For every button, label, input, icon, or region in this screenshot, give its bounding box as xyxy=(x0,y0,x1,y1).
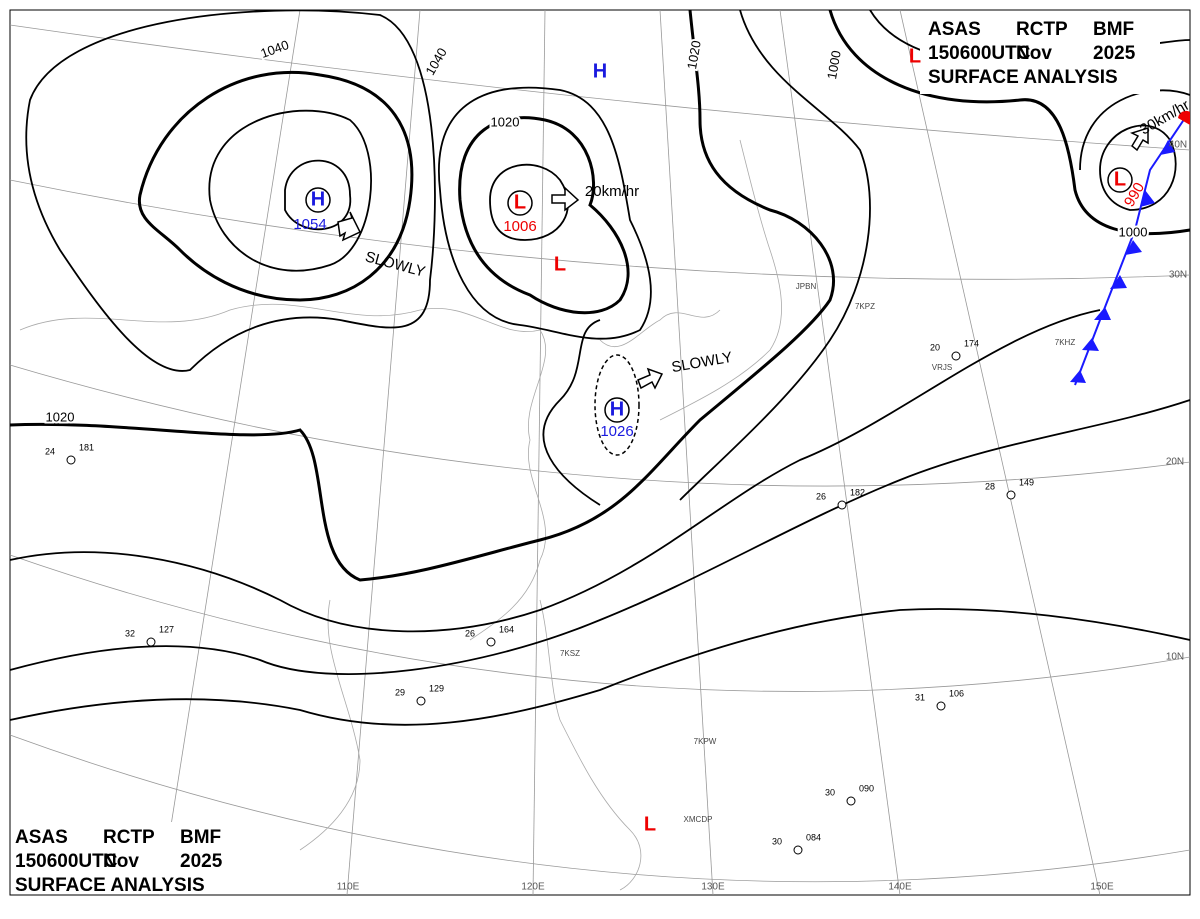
station-id: 7KSZ xyxy=(560,649,580,658)
station-temp: 31 xyxy=(915,692,925,702)
station-id: 7KPW xyxy=(694,737,717,746)
isobar-label: 1020 xyxy=(684,39,704,70)
center-ring xyxy=(604,397,630,423)
center-pressure: 1054 xyxy=(293,216,326,233)
header-text: SURFACE ANALYSIS xyxy=(15,875,205,896)
movement-arrows xyxy=(337,126,1149,390)
center-symbol: L xyxy=(1114,168,1126,190)
station-temp: 28 xyxy=(985,481,995,491)
center-symbol: H xyxy=(610,398,624,420)
center-symbol: L xyxy=(554,253,566,275)
station-id: XMCDP xyxy=(684,815,713,824)
station-dot xyxy=(416,696,426,706)
header-text: BMF xyxy=(180,827,221,848)
graticule xyxy=(9,9,1191,896)
map-frame xyxy=(9,9,1191,896)
station-pressure: 149 xyxy=(1019,477,1034,487)
station-pressure: 090 xyxy=(859,783,874,793)
cold-front xyxy=(1070,110,1190,386)
station-pressure: 181 xyxy=(79,442,94,452)
lat-label: 20N xyxy=(1166,457,1184,468)
movement-label: 20km/hr xyxy=(585,183,639,200)
lat-label: 40N xyxy=(1169,140,1187,151)
station-temp: 29 xyxy=(395,687,405,697)
center-symbol: L xyxy=(909,45,921,67)
isobar-label: 1020 xyxy=(46,409,75,424)
lon-label: 120E xyxy=(521,882,545,893)
header-text: 150600UTC xyxy=(15,851,118,872)
station-temp: 30 xyxy=(825,787,835,797)
header-bg xyxy=(920,14,1160,94)
lat-label: 10N xyxy=(1166,652,1184,663)
station-id: JPBN xyxy=(796,282,817,291)
station-pressure: 182 xyxy=(850,487,865,497)
station-temp: 26 xyxy=(816,491,826,501)
isobar-label: 1000 xyxy=(824,49,844,80)
station-temp: 24 xyxy=(45,446,55,456)
center-ring xyxy=(1107,167,1133,193)
station-dot xyxy=(146,637,156,647)
station-id: 7KHZ xyxy=(1055,338,1076,347)
station-dot xyxy=(936,701,946,711)
isobar-label: 1020 xyxy=(491,114,520,129)
coastlines xyxy=(19,139,782,891)
station-temp: 20 xyxy=(930,342,940,352)
header-text: Nov xyxy=(1016,43,1052,64)
station-dot xyxy=(486,637,496,647)
header-text: 2025 xyxy=(1093,43,1136,64)
center-ring xyxy=(305,187,331,213)
station-pressure: 106 xyxy=(949,688,964,698)
isobars xyxy=(9,9,1191,726)
station-pressure: 084 xyxy=(806,832,821,842)
station-pressure: 129 xyxy=(429,683,444,693)
isobar-label: 1000 xyxy=(1119,224,1148,239)
header-text: ASAS xyxy=(15,827,68,848)
station-pressure: 127 xyxy=(159,624,174,634)
station-pressure: 164 xyxy=(499,624,514,634)
header-text: RCTP xyxy=(1016,19,1068,40)
station-dot xyxy=(837,500,847,510)
lon-label: 130E xyxy=(701,882,725,893)
header-text: 2025 xyxy=(180,851,223,872)
center-symbol: L xyxy=(644,813,656,835)
header-bg xyxy=(12,822,252,894)
center-symbol: H xyxy=(593,60,607,82)
center-pressure: 1006 xyxy=(503,218,536,235)
lat-label: 30N xyxy=(1169,270,1187,281)
header-text: RCTP xyxy=(103,827,155,848)
header-text: Nov xyxy=(103,851,139,872)
center-pressure: 1026 xyxy=(600,423,633,440)
station-dot xyxy=(793,845,803,855)
center-symbol: L xyxy=(514,191,526,213)
header-text: BMF xyxy=(1093,19,1134,40)
center-symbol: H xyxy=(311,188,325,210)
station-dot xyxy=(951,351,961,361)
header-text: SURFACE ANALYSIS xyxy=(928,67,1118,88)
lon-label: 140E xyxy=(888,882,912,893)
station-dot xyxy=(1006,490,1016,500)
lon-label: 110E xyxy=(337,882,360,893)
station-id: VRJS xyxy=(932,363,952,372)
header-text: ASAS xyxy=(928,19,981,40)
station-pressure: 174 xyxy=(964,338,979,348)
lon-label: 150E xyxy=(1090,882,1114,893)
station-dot xyxy=(66,455,76,465)
header-text: 150600UTC xyxy=(928,43,1031,64)
center-ring xyxy=(507,190,533,216)
station-temp: 32 xyxy=(125,628,135,638)
station-id: 7KPZ xyxy=(855,302,875,311)
station-temp: 30 xyxy=(772,836,782,846)
station-temp: 26 xyxy=(465,628,475,638)
station-dot xyxy=(846,796,856,806)
